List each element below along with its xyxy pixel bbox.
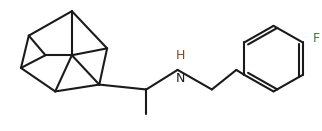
Text: F: F	[313, 32, 320, 45]
Text: N: N	[176, 72, 185, 85]
Text: H: H	[176, 49, 185, 62]
